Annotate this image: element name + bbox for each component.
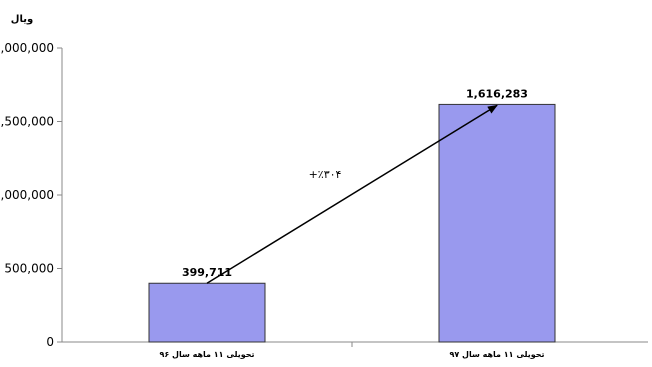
y-tick-label: 0 [46,335,54,349]
data-label: 1,616,283 [466,87,528,100]
y-tick-label: 1,500,000 [0,115,54,129]
growth-annotation: +٪۳۰۴ [309,168,342,181]
category-label: تحویلی ۱۱ ماهه سال ۹۷ [450,350,545,359]
bars [148,103,556,343]
unit-label: ویال [11,14,33,25]
y-tick-label: 500,000 [4,262,54,276]
category-label: تحویلی ۱۱ ماهه سال ۹۶ [160,350,255,359]
growth-arrow [206,104,498,284]
y-tick-label: 1,000,000 [0,188,54,202]
y-tick-label: 2,000,000 [0,41,54,55]
bar [438,103,556,343]
y-ticks: 0 500,000 1,000,000 1,500,000 2,000,000 [0,41,353,349]
bar [148,282,266,343]
